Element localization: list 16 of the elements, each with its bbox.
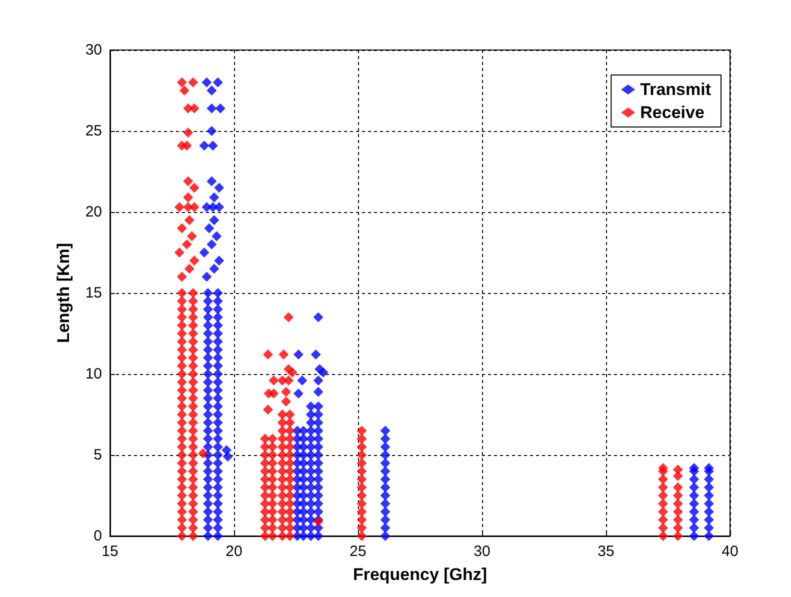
y-tick-label: 20 — [85, 204, 102, 220]
y-tick-label: 15 — [85, 284, 102, 302]
legend-label: Transmit — [640, 80, 712, 99]
y-tick-label: 30 — [85, 42, 102, 58]
y-tick-label: 5 — [94, 446, 102, 464]
x-tick-label: 30 — [474, 543, 490, 560]
y-tick-label: 25 — [85, 122, 102, 140]
x-tick-label: 35 — [598, 543, 614, 560]
x-tick-label: 20 — [226, 543, 242, 560]
y-tick-label: 0 — [94, 528, 102, 544]
y-tick-label: 10 — [85, 366, 102, 382]
x-tick-label: 25 — [350, 543, 366, 560]
legend-label: Receive — [640, 103, 704, 122]
x-tick-label: 40 — [722, 543, 738, 560]
y-axis-title: Length [Km] — [54, 242, 73, 344]
x-axis-title: Frequency [Ghz] — [352, 565, 488, 584]
